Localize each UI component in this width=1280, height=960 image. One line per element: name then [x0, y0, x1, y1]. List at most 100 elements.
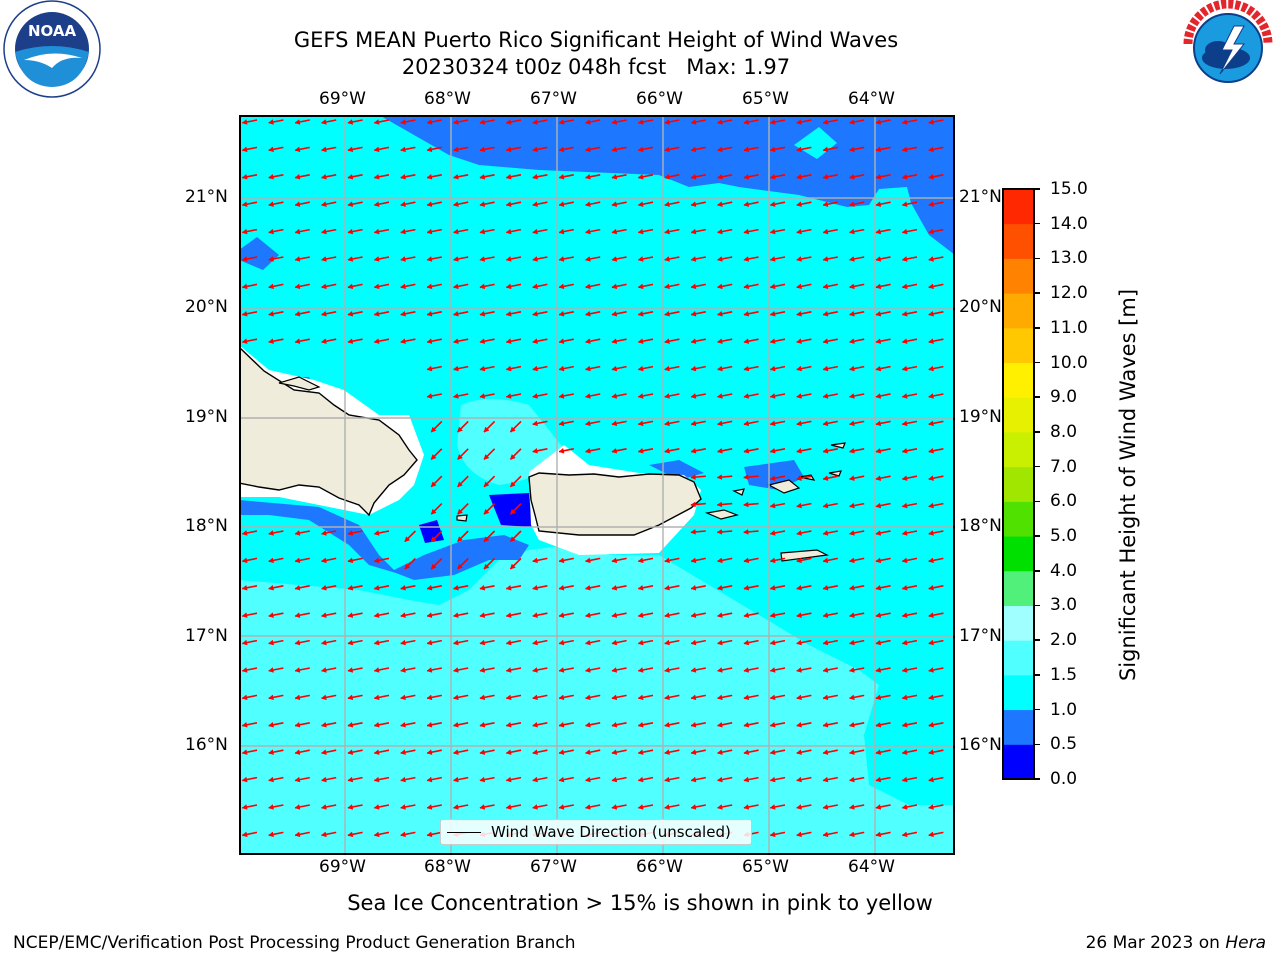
wave-vector-head: [320, 338, 327, 344]
wave-vector-head: [875, 420, 882, 427]
wave-vector-head: [505, 776, 512, 783]
wave-vector-head: [716, 173, 723, 180]
wave-vector-head: [584, 612, 591, 618]
wave-vector-head: [743, 529, 749, 535]
wave-vector-head: [505, 694, 512, 701]
wave-vector-head: [400, 119, 406, 125]
wave-vector-head: [611, 557, 618, 564]
wave-vector-head: [373, 256, 380, 262]
wave-vector-head: [848, 283, 855, 290]
wave-vector-head: [743, 804, 750, 810]
wave-vector-head: [716, 393, 723, 399]
wave-vector-head: [373, 146, 380, 153]
wave-vector-head: [479, 338, 486, 344]
wave-vector-head: [796, 776, 802, 783]
wave-vector-head: [584, 173, 591, 180]
wave-vector-head: [532, 201, 538, 207]
wave-vector-head: [901, 447, 908, 454]
wave-vector-head: [901, 420, 908, 427]
wave-vector-head: [241, 228, 248, 235]
wave-vector-head: [875, 721, 882, 728]
wave-vector-head: [268, 530, 274, 536]
wave-vector-head: [400, 831, 406, 838]
wave-vector-head: [664, 201, 670, 207]
wave-vector-head: [901, 749, 908, 755]
wave-vector-head: [294, 776, 301, 783]
wave-vector-head: [716, 501, 723, 508]
wave-vector-head: [479, 310, 486, 317]
colorbar-tick-label: 8.0: [1050, 421, 1078, 442]
wave-vector-head: [241, 146, 248, 153]
wave-vector-head: [664, 557, 670, 564]
wave-vector-head: [400, 639, 406, 646]
wave-vector-head: [584, 584, 591, 591]
wave-vector-head: [558, 201, 565, 207]
field-0-0.5m-mona: [419, 520, 444, 543]
wave-vector-head: [716, 447, 723, 454]
wave-vector-head: [796, 228, 802, 235]
wave-vector-head: [452, 119, 459, 125]
wave-vector-head: [479, 393, 486, 399]
colorbar-segment: [1003, 293, 1034, 329]
colorbar-tick-label: 9.0: [1050, 387, 1078, 408]
wave-vector-head: [769, 365, 776, 372]
wave-vector-head: [928, 776, 934, 783]
wave-vector-head: [848, 173, 855, 180]
wave-vector-head: [294, 831, 301, 838]
wave-vector-head: [901, 776, 908, 783]
wind-wave-vectors: [241, 119, 944, 838]
wave-vector-head: [769, 502, 776, 509]
wave-vector-head: [320, 530, 327, 536]
land-mona: [456, 514, 468, 522]
wave-vector-head: [558, 119, 565, 125]
wave-vector-head: [637, 749, 644, 755]
wave-vector-head: [769, 146, 776, 153]
wave-vector-head: [241, 612, 248, 618]
wave-vector-head: [716, 667, 723, 673]
chart-subtitle: 20230324 t00z 048h fcst Max: 1.97: [401, 55, 791, 79]
wave-vector-head: [510, 508, 516, 515]
wave-vector-head: [584, 639, 591, 646]
wave-vector-head: [430, 508, 437, 515]
wave-vector-head: [716, 749, 723, 755]
wave-vector-head: [637, 310, 644, 317]
wave-vector-head: [452, 338, 459, 344]
wave-vector-head: [664, 310, 670, 317]
wave-vector-head: [479, 256, 486, 262]
wave-vector-head: [268, 310, 274, 317]
colorbar-tick-mark: [1034, 431, 1040, 433]
wave-vector-head: [584, 338, 591, 344]
wave-vector-head: [690, 119, 697, 125]
wave-vector-head: [690, 228, 697, 235]
wave-vector-head: [532, 338, 538, 344]
wave-vector-head: [611, 420, 618, 427]
wave-vector-head: [452, 694, 459, 701]
wave-vector-head: [505, 146, 512, 153]
wave-vector-head: [347, 310, 354, 317]
wave-vector-head: [743, 201, 750, 207]
lon-label-67w-top: 67°W: [530, 89, 577, 109]
wave-vector-head: [848, 393, 855, 399]
wave-vector-head: [611, 393, 618, 399]
wave-vector-head: [901, 831, 908, 838]
wave-vector-head: [875, 639, 882, 646]
wave-vector-head: [584, 804, 591, 810]
wave-vector-head: [294, 721, 301, 728]
wave-vector-head: [822, 173, 829, 180]
colorbar-tick-mark: [1034, 535, 1040, 537]
colorbar-tick-label: 10.0: [1050, 352, 1088, 373]
wave-vector-head: [584, 146, 591, 153]
wave-vector-head: [901, 612, 908, 618]
colorbar-segment: [1003, 466, 1034, 502]
wave-vector-head: [928, 557, 934, 564]
wave-vector-head: [268, 721, 274, 728]
wave-vector-head: [875, 338, 882, 344]
wave-vector-head: [875, 447, 882, 454]
footer-right: 26 Mar 2023 on Hera: [1086, 933, 1266, 953]
wave-vector-head: [584, 228, 591, 235]
wave-vector-head: [294, 119, 301, 125]
wave-vector-head: [400, 749, 406, 755]
wave-vector-head: [400, 228, 406, 235]
wave-vector-head: [690, 365, 697, 372]
wave-vector-head: [928, 639, 934, 646]
